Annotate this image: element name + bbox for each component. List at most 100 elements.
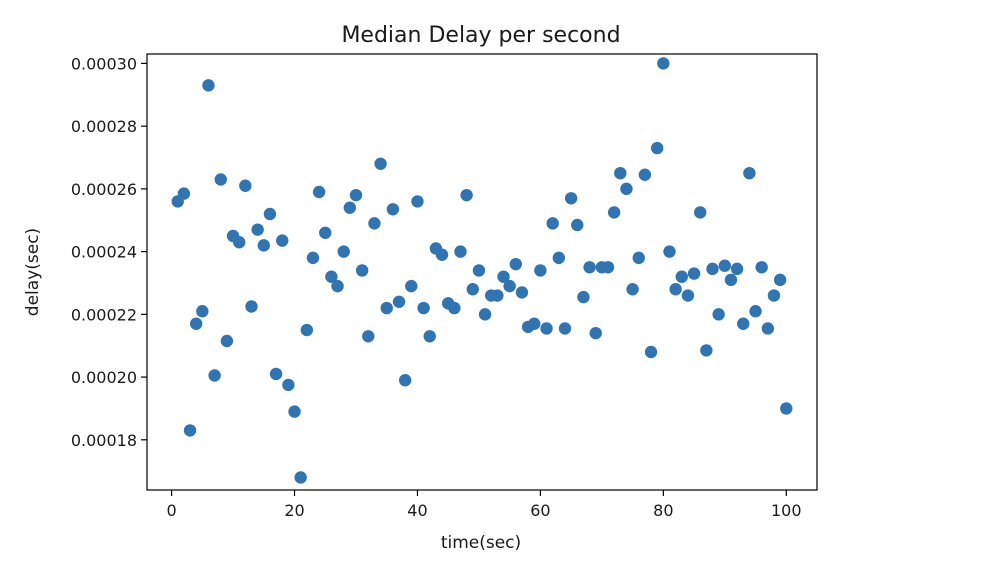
y-tick-label: 0.00026 [71, 180, 137, 199]
data-point [718, 259, 731, 272]
y-tick-label: 0.00022 [71, 305, 137, 324]
data-point [503, 279, 516, 293]
data-point [761, 322, 775, 335]
data-point [724, 273, 738, 287]
data-point [743, 166, 756, 180]
data-point [780, 402, 793, 415]
data-point [189, 317, 203, 330]
x-tick-label: 40 [407, 501, 427, 520]
data-point [386, 203, 400, 216]
x-tick-label: 100 [771, 501, 802, 520]
data-point [417, 301, 430, 315]
data-point [319, 226, 332, 239]
data-point [349, 188, 363, 202]
data-point [650, 141, 664, 155]
y-axis-label: delay(sec) [23, 228, 43, 316]
data-point [681, 289, 695, 302]
data-point [663, 245, 676, 258]
y-tick-label: 0.00018 [71, 431, 137, 450]
data-point [368, 217, 381, 230]
data-point [571, 218, 584, 232]
data-point [644, 345, 658, 359]
y-axis: 0.00018 0.00020 0.00022 0.00024 0.00026 0.000… [71, 54, 147, 450]
data-point [233, 236, 246, 249]
data-point [245, 300, 258, 313]
data-point [687, 267, 701, 280]
data-point [528, 317, 541, 330]
data-point [294, 471, 307, 484]
data-point [269, 367, 283, 381]
data-point [251, 223, 264, 236]
data-point [282, 378, 295, 392]
data-point [239, 179, 252, 192]
data-point [577, 290, 590, 304]
y-tick-label: 0.00020 [71, 368, 137, 387]
x-tick-label: 60 [530, 501, 550, 520]
y-tick-label: 0.00030 [71, 54, 137, 73]
data-point [263, 207, 277, 221]
data-point [380, 301, 393, 315]
data-point [620, 182, 633, 196]
data-point [454, 245, 467, 258]
data-point [331, 279, 344, 293]
data-point [405, 279, 418, 293]
data-point [773, 273, 787, 287]
data-point [214, 173, 227, 186]
data-point [638, 168, 652, 181]
data-point [632, 251, 645, 265]
data-point [362, 330, 375, 343]
x-tick-label: 20 [284, 501, 304, 520]
data-point [564, 192, 578, 205]
data-point [343, 201, 357, 214]
chart-title: Median Delay per second [341, 23, 620, 48]
data-point [552, 251, 566, 265]
data-point [607, 206, 621, 219]
data-point [669, 283, 682, 296]
data-point [558, 322, 572, 335]
data-point [196, 305, 209, 318]
data-point [183, 424, 197, 437]
data-point [694, 206, 707, 219]
data-point [288, 405, 301, 418]
data-point [534, 264, 547, 277]
data-point [509, 257, 523, 271]
data-point [398, 374, 412, 387]
data-point [700, 344, 713, 357]
data-point [300, 323, 314, 337]
data-point [767, 289, 781, 302]
data-point [306, 251, 320, 265]
data-point [626, 283, 639, 296]
data-point [435, 248, 449, 261]
data-point [749, 305, 762, 318]
data-point [730, 262, 744, 276]
data-point [276, 234, 289, 247]
data-point [466, 283, 479, 296]
data-point [355, 264, 369, 277]
data-point [601, 261, 615, 274]
data-point [675, 270, 688, 283]
data-point [657, 57, 670, 70]
data-point [712, 308, 725, 321]
x-axis: 0 20 40 60 80 100 [166, 490, 802, 520]
data-point [472, 264, 486, 277]
data-point [177, 187, 191, 200]
data-point [374, 157, 387, 170]
data-point [208, 369, 221, 382]
data-point [312, 185, 326, 199]
y-tick-label: 0.00028 [71, 117, 137, 136]
data-point [220, 334, 234, 348]
data-point [478, 308, 492, 321]
y-tick-label: 0.00024 [71, 243, 137, 262]
data-point [392, 295, 406, 308]
data-point [546, 217, 559, 230]
data-point [325, 270, 338, 283]
data-point [755, 261, 768, 274]
data-points [171, 57, 793, 484]
data-point [460, 188, 473, 202]
data-point [614, 166, 627, 180]
data-point [202, 79, 215, 92]
data-point [540, 322, 553, 335]
data-point [423, 330, 436, 343]
x-axis-label: time(sec) [441, 533, 521, 553]
